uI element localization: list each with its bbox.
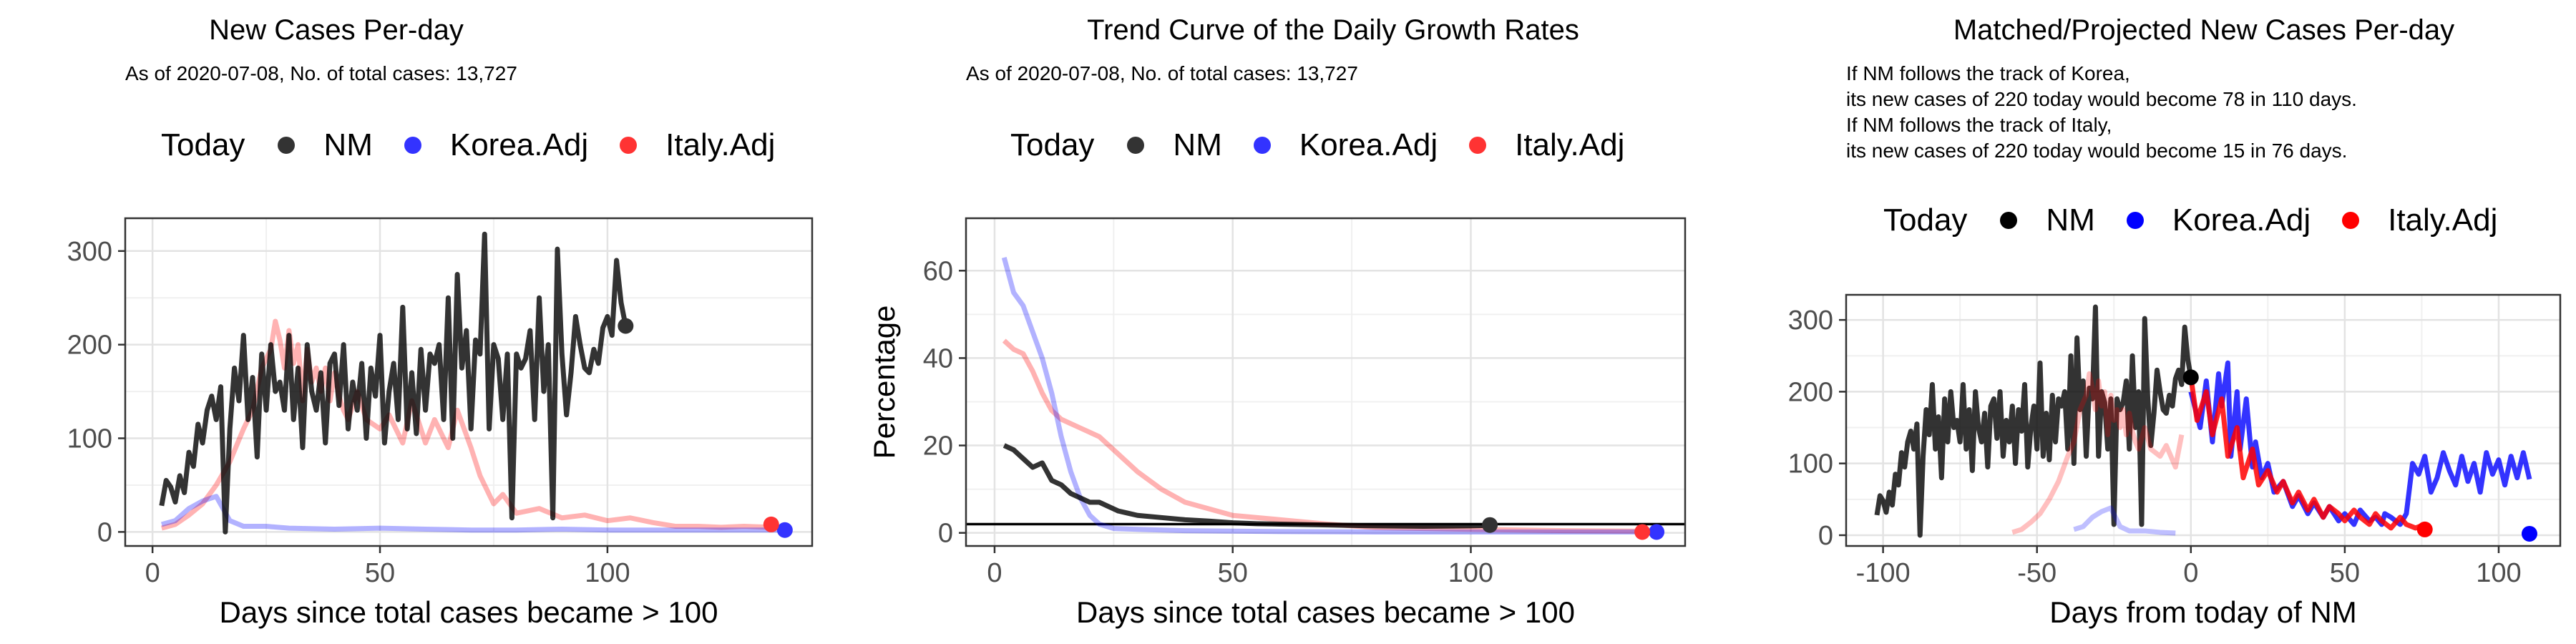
chart-subtitle: As of 2020-07-08, No. of total cases: 13… (966, 62, 1358, 84)
series-line-korea-adj-projection (2188, 360, 2532, 527)
y-tick-label: 100 (1788, 449, 1833, 479)
legend: Today NM Korea.Adj Italy.Adj (1883, 203, 2529, 238)
legend-item-italy: Italy.Adj (1469, 127, 1624, 163)
legend-label: Korea.Adj (2172, 203, 2311, 238)
y-tick-label: 40 (923, 343, 953, 374)
series-line-italy-adj-projection (2188, 376, 2426, 531)
series-line-italy-adj-history (2011, 371, 2185, 535)
plot-frame (124, 217, 814, 547)
chart-panel-1: New Cases Per-day As of 2020-07-08, No. … (0, 0, 823, 644)
chart-subtitle-line: its new cases of 220 today would become … (1846, 140, 2348, 162)
legend: Today NM Korea.Adj Italy.Adj (1010, 127, 1656, 163)
x-axis-label: Days from today of NM (2049, 595, 2356, 629)
x-tick-label: 0 (987, 558, 1002, 588)
legend-label: Italy.Adj (665, 127, 776, 162)
x-tick-label: 0 (145, 558, 160, 588)
today-point-italy-adj (1634, 524, 1651, 540)
legend-item-nm: NM (2000, 203, 2095, 238)
x-axis-label: Days since total cases became > 100 (220, 595, 718, 629)
today-point-nm (1482, 517, 1498, 533)
series-line-nm (1002, 443, 1491, 530)
y-axis-label: Percentage (867, 306, 901, 459)
legend-item-korea: Korea.Adj (1253, 127, 1438, 163)
legend-item-korea: Korea.Adj (2126, 203, 2311, 238)
chart-subtitle-line: its new cases of 220 today would become … (1846, 88, 2357, 110)
legend-item-nm: NM (278, 127, 373, 163)
x-tick-label: 50 (1218, 558, 1248, 588)
legend-item-korea: Korea.Adj (404, 127, 588, 163)
chart-panel-2: Trend Curve of the Daily Growth Rates As… (844, 0, 1696, 644)
legend-title: Today (161, 127, 245, 162)
y-tick-label: 300 (67, 237, 112, 267)
legend-dot-italy (2342, 212, 2360, 229)
legend-label: NM (323, 127, 373, 162)
today-point-korea-adj (776, 522, 793, 538)
legend-dot-korea (2126, 212, 2144, 229)
today-point-italy-adj (763, 516, 779, 532)
x-tick-label: -100 (1856, 558, 1911, 588)
series-line-korea-adj (160, 494, 785, 533)
y-tick-label: 300 (1788, 306, 1833, 336)
legend: Today NM Korea.Adj Italy.Adj (161, 127, 806, 163)
chart-subtitle-line: If NM follows the track of Italy, (1846, 114, 2112, 136)
x-tick-label: 50 (2330, 558, 2360, 588)
plot-area: 0 50 100 0 20 40 60 Days since total cases beca… (867, 217, 1687, 629)
plot-frame (965, 217, 1687, 547)
legend-label: Korea.Adj (1299, 127, 1438, 162)
today-point-nm (2182, 369, 2199, 386)
legend-label: NM (2046, 203, 2095, 238)
legend-label: Italy.Adj (1515, 127, 1625, 162)
x-tick-label: -50 (2017, 558, 2057, 588)
y-tick-label: 0 (1818, 521, 1833, 551)
chart-title: New Cases Per-day (209, 14, 464, 46)
chart-subtitle-line: If NM follows the track of Korea, (1846, 62, 2130, 84)
legend-title: Today (1010, 127, 1095, 162)
y-tick-label: 100 (67, 424, 112, 454)
y-tick-label: 200 (1788, 377, 1833, 407)
today-point-korea-adj (1649, 524, 1665, 540)
legend-dot-nm (278, 137, 296, 154)
legend-dot-italy (620, 137, 638, 154)
legend-item-italy: Italy.Adj (2342, 203, 2497, 238)
y-tick-label: 60 (923, 256, 953, 286)
plot-frame (1845, 293, 2562, 547)
legend-dot-korea (1253, 137, 1271, 154)
legend-dot-nm (2000, 212, 2018, 229)
legend-dot-nm (1127, 137, 1145, 154)
legend-label: Italy.Adj (2388, 203, 2498, 238)
legend-dot-italy (1469, 137, 1487, 154)
legend-dot-korea (404, 137, 421, 154)
legend-item-nm: NM (1127, 127, 1222, 163)
chart-title: Matched/Projected New Cases Per-day (1953, 14, 2455, 46)
y-tick-label: 20 (923, 431, 953, 462)
legend-label: Korea.Adj (449, 127, 589, 162)
plot-area: 0 50 100 0 100 200 300 Days since total cases b… (67, 217, 814, 629)
plot-area: -100 -50 0 50 100 0 100 200 300 Days from today o… (1788, 293, 2562, 629)
series-line-korea-adj (1001, 257, 1657, 535)
legend-title: Today (1883, 203, 1968, 238)
y-tick-label: 0 (938, 519, 953, 549)
today-point-nm (618, 318, 634, 334)
y-tick-label: 0 (97, 517, 112, 547)
x-axis-label: Days since total cases became > 100 (1076, 595, 1575, 629)
today-point-korea-adj (2521, 525, 2537, 542)
series-line-korea-adj-history (2073, 505, 2176, 536)
x-tick-label: 100 (585, 558, 630, 588)
x-tick-label: 100 (1448, 558, 1493, 588)
chart-panel-3: Matched/Projected New Cases Per-day If N… (1724, 0, 2569, 644)
chart-title: Trend Curve of the Daily Growth Rates (1087, 14, 1579, 46)
x-tick-label: 50 (365, 558, 395, 588)
series-line-nm (159, 231, 628, 535)
legend-label: NM (1173, 127, 1222, 162)
legend-item-italy: Italy.Adj (620, 127, 775, 163)
series-line-nm (1874, 304, 2194, 538)
x-tick-label: 0 (2183, 558, 2198, 588)
x-tick-label: 100 (2476, 558, 2521, 588)
today-point-italy-adj (2416, 521, 2433, 537)
chart-subtitle: As of 2020-07-08, No. of total cases: 13… (125, 62, 517, 84)
y-tick-label: 200 (67, 331, 112, 361)
